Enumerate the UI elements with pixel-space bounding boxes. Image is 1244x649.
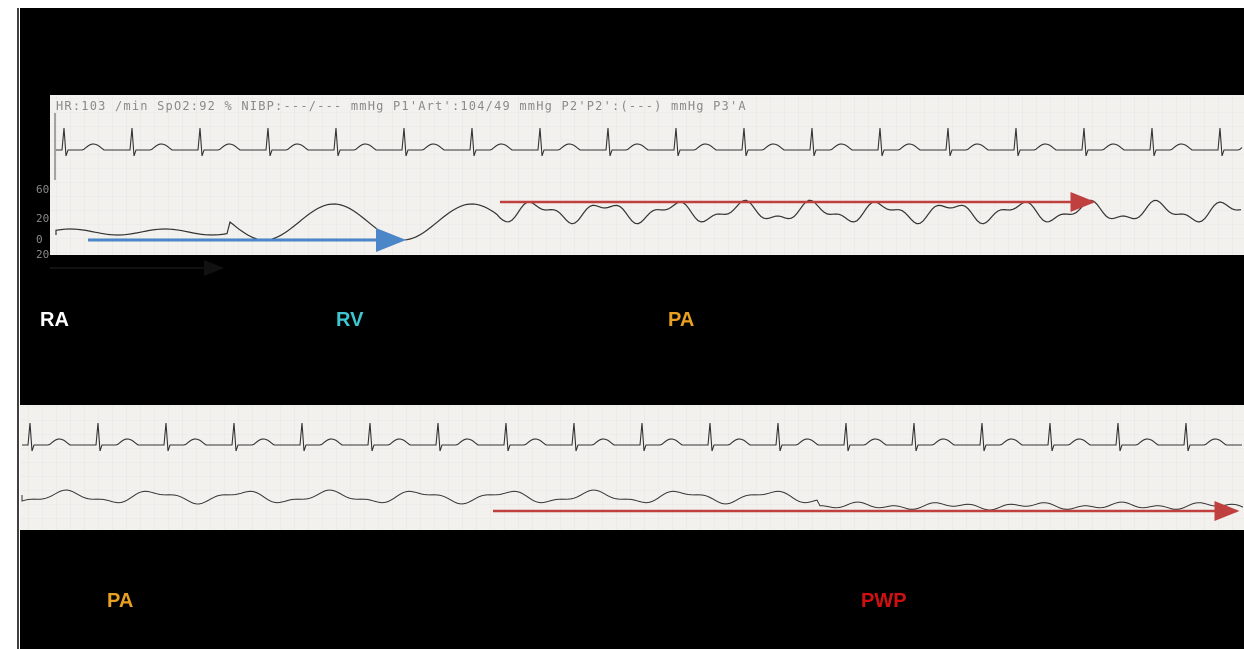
scale-label: 20 [36, 248, 49, 261]
scale-label: 0 [36, 233, 43, 246]
label: RA [40, 309, 69, 331]
scale-label: 20 [36, 212, 49, 225]
label: PA [668, 309, 694, 331]
label: RV [336, 309, 364, 331]
scale-label: 60 [36, 183, 49, 196]
slide: HR:103 /min SpO2:92 % NIBP:---/--- mmHg … [0, 0, 1244, 649]
label: PA [107, 590, 133, 612]
label: PWP [861, 590, 907, 612]
top-grid [50, 95, 1244, 255]
strip-header: HR:103 /min SpO2:92 % NIBP:---/--- mmHg … [56, 99, 747, 113]
